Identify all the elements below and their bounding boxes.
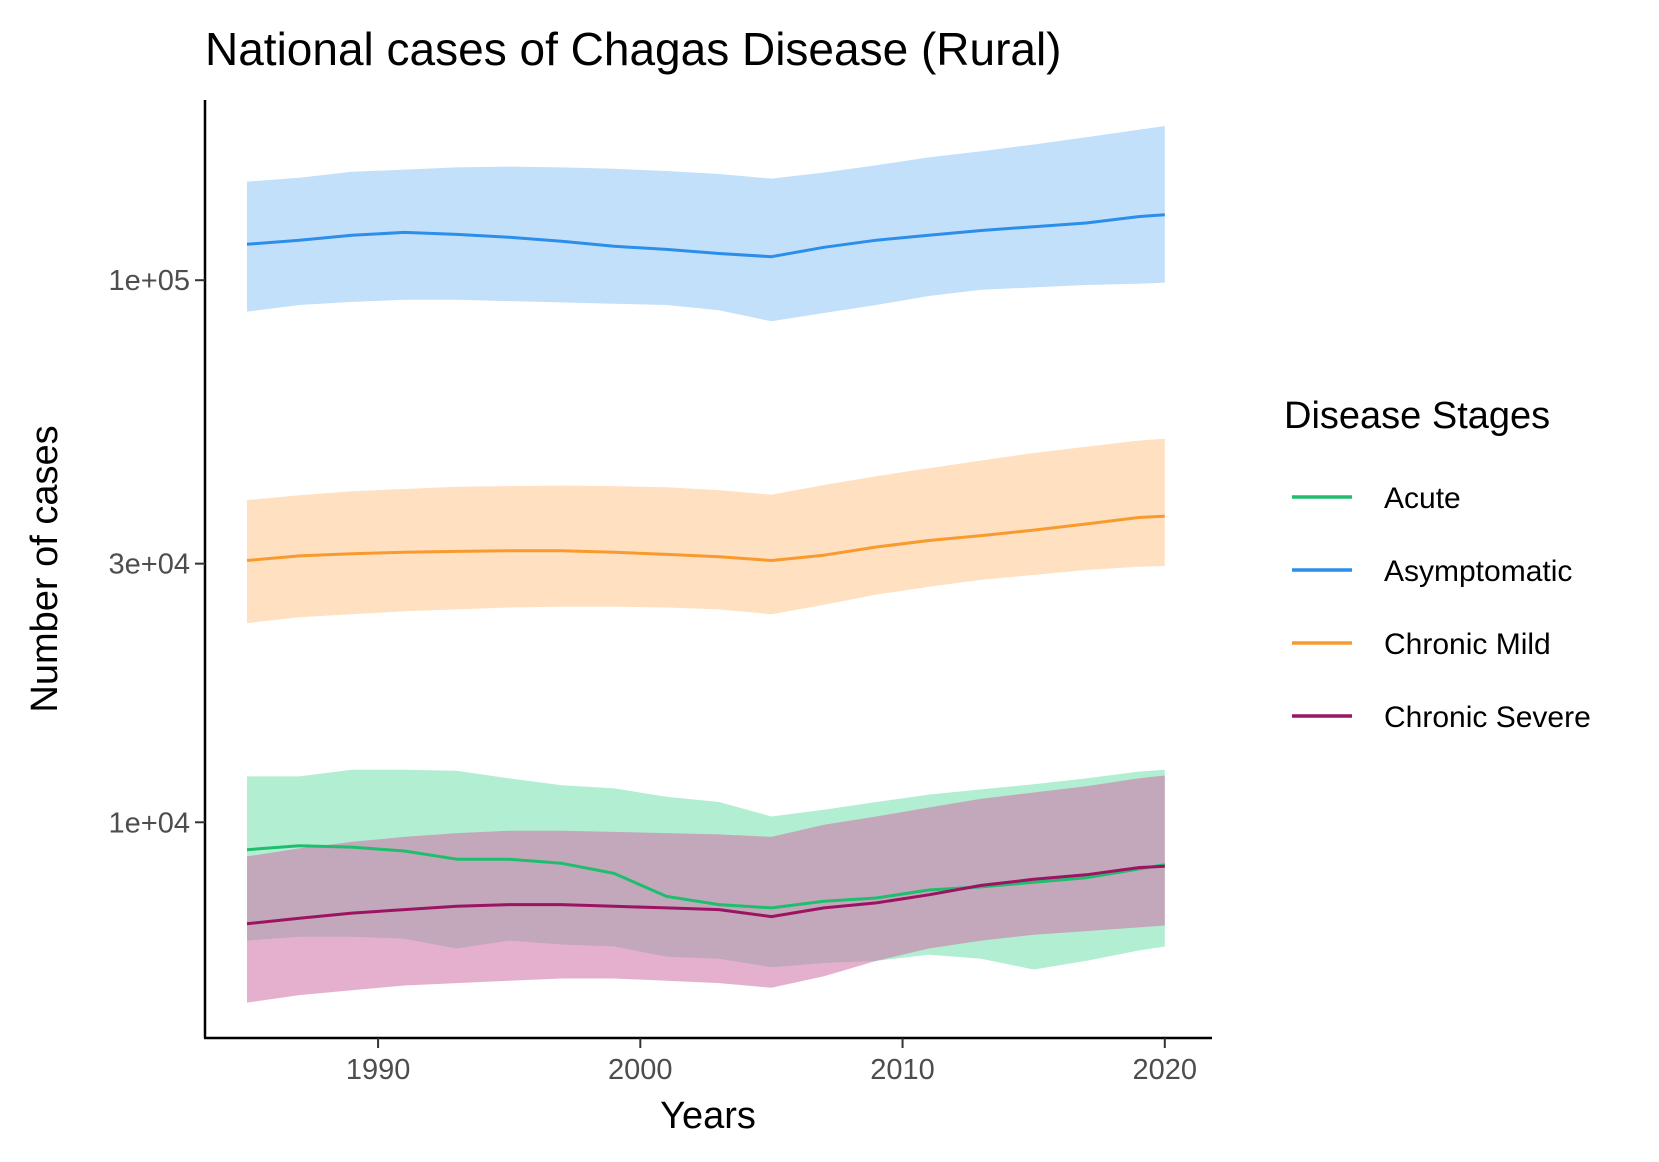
series-lines xyxy=(246,213,1166,926)
legend-items: Acute Asymptomatic Chronic Mild Chronic Sev… xyxy=(1292,482,1591,734)
band-chronic-severe xyxy=(247,775,1165,1003)
y-tick-label: 1e+04 xyxy=(109,807,190,839)
y-tick-label: 3e+04 xyxy=(109,549,190,581)
x-tick-label: 2000 xyxy=(608,1054,673,1086)
x-axis-title: Years xyxy=(660,1095,756,1137)
x-tick-label: 2010 xyxy=(870,1054,935,1086)
legend-title: Disease Stages xyxy=(1284,395,1550,437)
band-asymptomatic xyxy=(247,126,1165,322)
legend: Disease Stages Acute Asymptomatic Chronic … xyxy=(1284,395,1591,734)
legend-label-asymptomatic: Asymptomatic xyxy=(1384,555,1572,588)
x-tick-label: 2020 xyxy=(1133,1054,1198,1086)
x-axis-ticks: 1990 2000 2010 2020 xyxy=(346,1038,1197,1086)
confidence-bands xyxy=(247,126,1165,1003)
chart-title: National cases of Chagas Disease (Rural) xyxy=(205,23,1062,75)
line-chronic-mild xyxy=(246,514,1165,562)
legend-label-chronic-mild: Chronic Mild xyxy=(1384,628,1551,661)
line-asymptomatic xyxy=(246,213,1165,259)
y-axis-title: Number of cases xyxy=(24,425,66,712)
legend-label-chronic-severe: Chronic Severe xyxy=(1384,701,1591,734)
line-chronic-severe xyxy=(246,864,1165,926)
line-acute xyxy=(246,844,1166,910)
y-axis-ticks: 1e+04 3e+04 1e+05 xyxy=(109,265,205,839)
x-tick-label: 1990 xyxy=(346,1054,411,1086)
band-chronic-mild xyxy=(247,438,1165,624)
y-tick-label: 1e+05 xyxy=(109,265,190,297)
legend-label-acute: Acute xyxy=(1384,482,1461,515)
